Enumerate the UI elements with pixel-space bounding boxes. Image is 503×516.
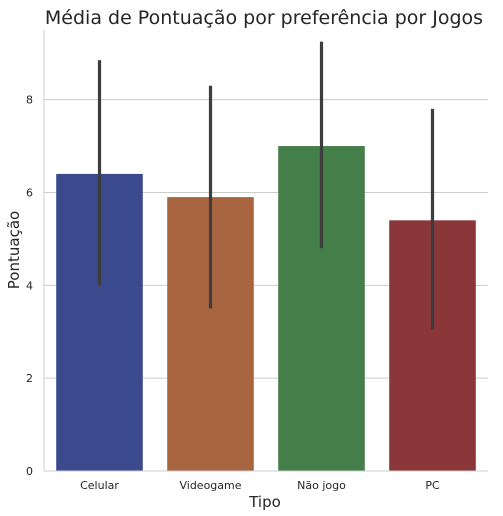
y-tick-label: 0 — [26, 465, 33, 478]
x-tick-label: Não jogo — [297, 479, 346, 492]
x-axis-label: Tipo — [248, 493, 281, 511]
x-tick-label: Videogame — [179, 479, 241, 492]
error-bars — [97, 41, 435, 330]
y-axis-label: Pontuação — [5, 211, 23, 289]
chart-title: Média de Pontuação por preferência por J… — [45, 7, 483, 29]
x-tick-label: Celular — [80, 479, 119, 492]
y-tick-labels: 0 2 4 6 8 — [26, 94, 33, 478]
x-tick-label: PC — [425, 479, 440, 492]
y-tick-label: 8 — [26, 94, 33, 107]
y-tick-label: 2 — [26, 372, 33, 385]
x-tick-labels: Celular Videogame Não jogo PC — [80, 479, 440, 492]
y-tick-label: 4 — [26, 279, 33, 292]
y-tick-label: 6 — [26, 186, 33, 199]
bars — [56, 146, 476, 472]
